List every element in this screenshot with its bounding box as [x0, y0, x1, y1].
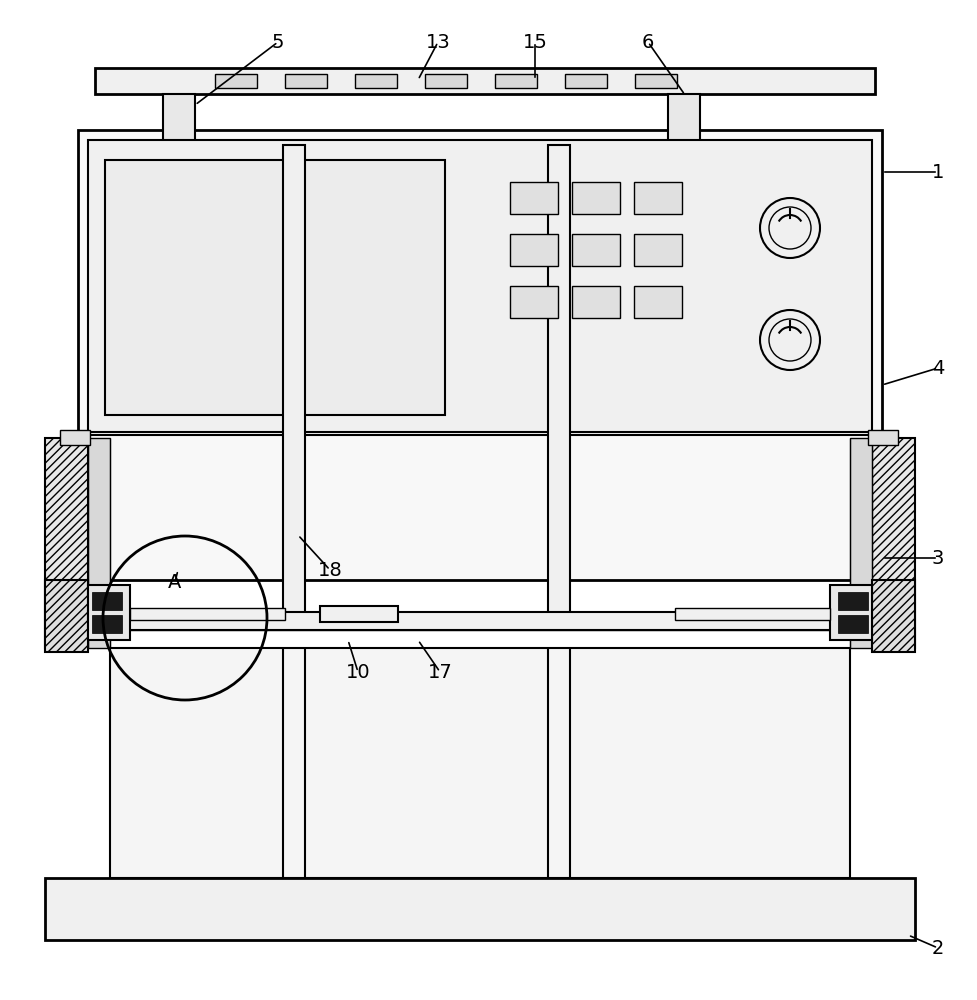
- Bar: [633, 234, 681, 266]
- Bar: [215, 74, 257, 88]
- Bar: [105, 160, 445, 415]
- Bar: [509, 234, 558, 266]
- Bar: [871, 580, 914, 652]
- Text: 17: 17: [427, 662, 452, 682]
- Bar: [849, 438, 871, 648]
- Bar: [572, 182, 619, 214]
- Bar: [284, 74, 326, 88]
- Bar: [92, 592, 122, 610]
- Text: 3: 3: [931, 548, 943, 568]
- Bar: [674, 608, 829, 620]
- Bar: [572, 286, 619, 318]
- Bar: [163, 94, 194, 142]
- Bar: [633, 182, 681, 214]
- Bar: [425, 74, 467, 88]
- Bar: [45, 580, 88, 652]
- Bar: [837, 615, 868, 633]
- Bar: [509, 182, 558, 214]
- Bar: [509, 286, 558, 318]
- Bar: [88, 140, 871, 432]
- Text: 1: 1: [931, 162, 943, 182]
- Text: 4: 4: [931, 359, 943, 377]
- Bar: [355, 74, 397, 88]
- Bar: [60, 430, 90, 445]
- Text: 18: 18: [318, 560, 342, 580]
- Bar: [130, 608, 284, 620]
- Bar: [837, 592, 868, 610]
- Bar: [319, 606, 398, 622]
- Bar: [92, 615, 122, 633]
- Text: 5: 5: [272, 32, 284, 51]
- Circle shape: [759, 310, 819, 370]
- Bar: [282, 145, 305, 620]
- Bar: [109, 648, 849, 878]
- Bar: [868, 430, 897, 445]
- Bar: [634, 74, 676, 88]
- Bar: [547, 145, 570, 620]
- Bar: [78, 130, 881, 580]
- Bar: [45, 438, 88, 648]
- Bar: [88, 438, 109, 648]
- Circle shape: [759, 198, 819, 258]
- Text: A: A: [168, 572, 182, 591]
- Text: 2: 2: [931, 938, 943, 958]
- Text: 6: 6: [641, 32, 654, 51]
- Text: 15: 15: [522, 32, 547, 51]
- Bar: [871, 438, 914, 648]
- Bar: [633, 286, 681, 318]
- Bar: [109, 612, 849, 630]
- Bar: [494, 74, 536, 88]
- Bar: [95, 68, 874, 94]
- Bar: [88, 585, 130, 640]
- Bar: [565, 74, 607, 88]
- Text: 13: 13: [425, 32, 450, 51]
- Text: 10: 10: [345, 662, 370, 682]
- Bar: [829, 585, 871, 640]
- Bar: [45, 878, 914, 940]
- Bar: [572, 234, 619, 266]
- Bar: [667, 94, 700, 142]
